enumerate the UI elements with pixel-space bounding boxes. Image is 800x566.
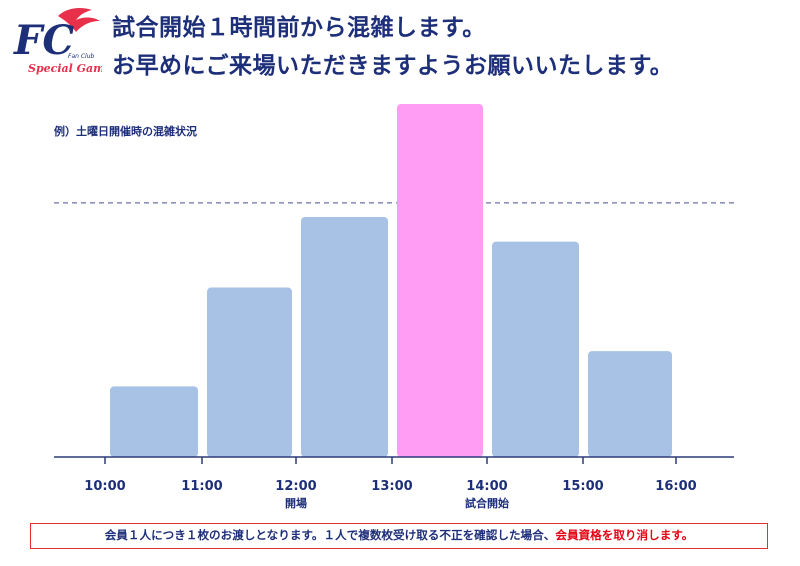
bar-group — [110, 104, 672, 457]
bar-1500 — [588, 351, 672, 457]
chart-title: 例）土曜日開催時の混雑状況 — [54, 124, 197, 138]
bar-1000 — [110, 386, 198, 457]
notice-box: 会員１人につき１枚のお渡しとなります。１人で複数枚受け取る不正を確認した場合、会… — [30, 523, 768, 549]
annotation-1200: 開場 — [285, 496, 307, 510]
tick-label-1100: 11:00 — [181, 479, 222, 494]
flame-icon — [58, 8, 100, 32]
notice-text: 会員１人につき１枚のお渡しとなります。１人で複数枚受け取る不正を確認した場合、 — [104, 528, 556, 542]
fc-logo: FC Fan Club Special Game — [10, 6, 112, 78]
headline-line-1: 試合開始１時間前から混雑します。 — [112, 15, 486, 41]
logo-letters: FC — [13, 17, 74, 64]
tick-label-1400: 14:00 — [466, 479, 507, 494]
annotation-group: 開場 試合開始 — [285, 496, 509, 510]
tick-group: 10:00 11:00 12:00 13:00 14:00 15:00 16:00 — [84, 457, 697, 494]
bar-1100 — [207, 287, 292, 457]
tick-label-1200: 12:00 — [275, 479, 316, 494]
bar-1300 — [397, 104, 483, 457]
tick-label-1500: 15:00 — [562, 479, 603, 494]
bar-1200 — [301, 216, 388, 457]
tick-label-1000: 10:00 — [84, 479, 125, 494]
logo-tagline: Special Game — [28, 62, 102, 75]
bar-1400 — [492, 241, 579, 457]
headline-line-2: お早めにご来場いただきますようお願いいたします。 — [112, 53, 674, 79]
logo-small-text: Fan Club — [68, 53, 94, 60]
tick-label-1300: 13:00 — [371, 479, 412, 494]
notice-warning: 会員資格を取り消します。 — [555, 528, 694, 542]
annotation-1400: 試合開始 — [465, 496, 509, 510]
tick-label-1600: 16:00 — [655, 479, 696, 494]
